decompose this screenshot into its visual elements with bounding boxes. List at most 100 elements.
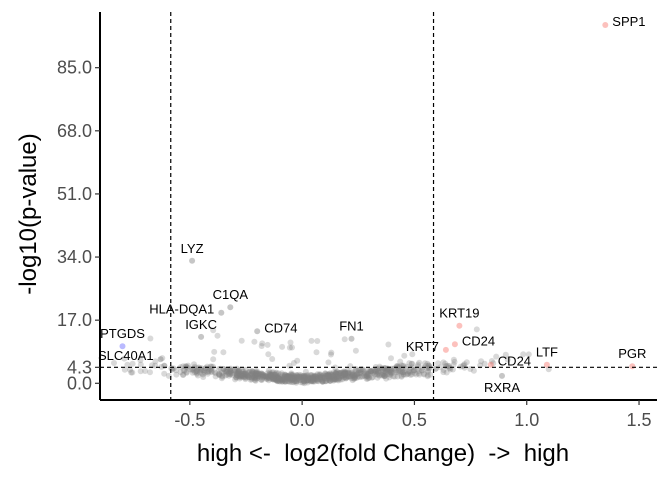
- data-point: [358, 373, 365, 380]
- data-point: [421, 371, 428, 378]
- data-point: [200, 371, 206, 378]
- data-point: [196, 366, 203, 373]
- data-point: [268, 374, 275, 381]
- data-point: [285, 375, 292, 382]
- data-point: [260, 371, 267, 378]
- data-point: [322, 372, 329, 379]
- data-point: [296, 377, 303, 384]
- data-point: [330, 369, 337, 376]
- data-point: [198, 367, 205, 374]
- gene-label-hla-dqa1: HLA-DQA1: [149, 302, 214, 317]
- data-point: [345, 373, 352, 380]
- data-point: [354, 370, 361, 376]
- data-point: [387, 368, 394, 375]
- data-point: [285, 374, 292, 380]
- data-point: [240, 374, 247, 381]
- point-c1qa: [227, 304, 234, 311]
- data-point: [238, 337, 245, 344]
- data-point: [274, 377, 280, 384]
- data-point: [227, 368, 234, 375]
- data-point: [321, 375, 328, 382]
- data-point: [239, 370, 246, 377]
- data-point: [294, 376, 301, 383]
- data-point: [349, 370, 356, 377]
- data-point: [360, 366, 367, 373]
- data-point: [342, 368, 349, 375]
- data-point: [205, 368, 212, 375]
- point-cd24: [451, 341, 458, 348]
- point-ltf: [543, 361, 550, 368]
- data-point: [395, 363, 402, 370]
- data-point: [374, 369, 381, 376]
- data-point: [227, 368, 234, 375]
- data-point: [292, 374, 299, 381]
- data-point: [390, 373, 397, 380]
- data-point: [263, 375, 270, 381]
- data-point: [308, 377, 315, 384]
- data-point: [348, 373, 355, 380]
- data-point: [351, 371, 357, 378]
- data-point: [359, 373, 366, 380]
- data-point: [323, 371, 329, 378]
- data-point: [378, 366, 385, 373]
- data-point: [183, 369, 190, 376]
- data-point: [137, 368, 144, 375]
- data-point: [342, 370, 349, 377]
- data-point: [248, 370, 255, 376]
- data-point: [325, 376, 332, 383]
- gene-label-slc40a1: SLC40A1: [98, 348, 154, 363]
- data-point: [234, 372, 240, 379]
- data-point: [325, 371, 332, 378]
- data-point: [393, 369, 400, 376]
- data-point: [275, 377, 281, 384]
- data-point: [152, 358, 159, 365]
- data-point: [355, 367, 362, 374]
- data-point: [406, 368, 413, 375]
- data-point: [276, 373, 283, 380]
- data-point: [302, 368, 309, 375]
- data-point: [341, 369, 348, 376]
- data-point: [349, 377, 356, 384]
- data-point: [312, 376, 319, 383]
- data-point: [336, 371, 343, 378]
- data-point: [282, 372, 288, 379]
- data-point: [121, 366, 128, 373]
- data-point: [314, 377, 321, 384]
- data-point: [242, 370, 249, 377]
- data-point: [235, 368, 242, 375]
- data-point: [335, 375, 342, 382]
- data-point: [293, 372, 300, 379]
- data-point: [319, 378, 326, 385]
- data-point: [379, 367, 386, 374]
- data-point: [442, 360, 449, 367]
- data-point: [437, 364, 444, 371]
- data-point: [283, 376, 290, 383]
- data-point: [242, 375, 249, 381]
- data-point: [282, 373, 289, 380]
- data-point: [322, 370, 329, 377]
- data-point: [258, 370, 265, 377]
- data-point: [200, 374, 207, 380]
- data-point: [396, 367, 403, 374]
- data-point: [384, 366, 391, 373]
- data-point: [266, 375, 273, 382]
- data-point: [353, 367, 360, 374]
- data-point: [398, 365, 405, 372]
- data-point: [274, 374, 280, 380]
- data-point: [329, 373, 336, 380]
- data-point: [319, 373, 326, 380]
- data-point: [317, 372, 324, 379]
- data-point: [240, 373, 247, 380]
- data-point: [303, 377, 310, 384]
- data-point: [336, 375, 343, 381]
- gene-label-fn1: FN1: [339, 319, 364, 334]
- data-point: [361, 372, 368, 379]
- data-point: [270, 371, 277, 378]
- data-point: [306, 375, 313, 382]
- data-point: [329, 376, 336, 383]
- data-point: [239, 373, 246, 379]
- data-point: [367, 368, 374, 375]
- data-point: [405, 368, 412, 375]
- data-point: [202, 365, 209, 372]
- data-point: [283, 373, 290, 380]
